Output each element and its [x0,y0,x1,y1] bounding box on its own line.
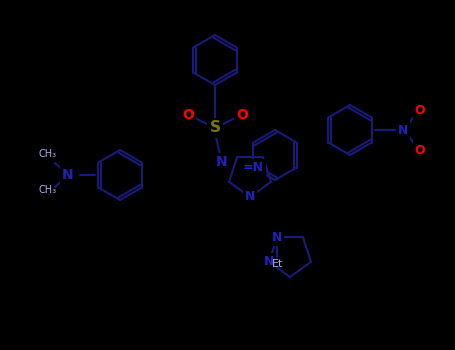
Text: CH₃: CH₃ [39,149,57,159]
Text: =N: =N [243,161,264,174]
Text: N: N [245,190,255,203]
Text: N: N [272,231,282,244]
Text: CH₃: CH₃ [39,185,57,195]
Text: N: N [264,255,274,268]
Text: S: S [209,120,221,135]
Text: N: N [398,124,408,136]
Text: N: N [62,168,74,182]
Text: Et: Et [271,259,283,269]
Text: O: O [415,104,425,117]
Text: N: N [216,155,228,169]
Text: O: O [415,144,425,156]
Text: O: O [182,108,194,122]
Text: O: O [236,108,248,122]
